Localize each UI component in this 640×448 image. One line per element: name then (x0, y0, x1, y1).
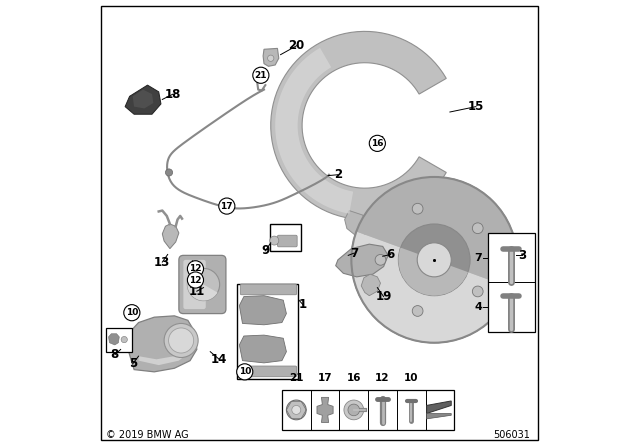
Polygon shape (132, 90, 154, 108)
Text: 2: 2 (334, 168, 342, 181)
Bar (488, 233, 534, 332)
Text: 21: 21 (255, 71, 267, 80)
Circle shape (237, 364, 253, 380)
FancyBboxPatch shape (278, 235, 297, 247)
Circle shape (219, 198, 235, 214)
Text: 13: 13 (154, 255, 170, 269)
Circle shape (121, 336, 127, 343)
Circle shape (412, 203, 423, 214)
Polygon shape (427, 414, 451, 419)
Text: 7: 7 (474, 253, 482, 263)
Circle shape (124, 305, 140, 321)
Text: 17: 17 (221, 202, 233, 211)
Polygon shape (263, 48, 279, 66)
Text: © 2019 BMW AG: © 2019 BMW AG (106, 430, 189, 439)
Text: 1: 1 (299, 298, 307, 311)
Circle shape (348, 404, 360, 416)
Circle shape (188, 272, 204, 288)
Text: 8: 8 (111, 348, 119, 362)
FancyBboxPatch shape (240, 284, 297, 295)
Text: 4: 4 (474, 302, 482, 312)
Text: 10: 10 (125, 308, 138, 317)
Polygon shape (336, 244, 388, 277)
Wedge shape (399, 248, 468, 296)
Bar (282, 390, 454, 430)
Wedge shape (188, 282, 218, 301)
Circle shape (292, 405, 301, 414)
FancyBboxPatch shape (184, 260, 206, 309)
Circle shape (188, 261, 204, 277)
Polygon shape (163, 224, 179, 249)
Text: 12: 12 (189, 276, 202, 284)
Polygon shape (275, 48, 353, 214)
Circle shape (268, 55, 274, 61)
Circle shape (253, 67, 269, 83)
Text: 15: 15 (468, 100, 484, 113)
Circle shape (344, 400, 364, 420)
Circle shape (472, 223, 483, 233)
Polygon shape (139, 352, 190, 365)
FancyBboxPatch shape (240, 366, 297, 377)
Bar (270, 224, 301, 251)
Text: 20: 20 (289, 39, 305, 52)
Polygon shape (239, 335, 287, 363)
Polygon shape (271, 31, 446, 220)
Circle shape (369, 135, 385, 151)
Circle shape (472, 286, 483, 297)
Circle shape (412, 306, 423, 316)
Polygon shape (345, 211, 369, 237)
Text: 12: 12 (375, 373, 390, 383)
Polygon shape (361, 274, 380, 296)
Text: 3: 3 (518, 249, 527, 262)
Text: 10: 10 (239, 367, 251, 376)
Circle shape (164, 323, 198, 358)
Text: 16: 16 (346, 373, 361, 383)
Bar (237, 284, 298, 379)
Polygon shape (109, 334, 119, 345)
Text: 10: 10 (404, 373, 419, 383)
Text: 17: 17 (317, 373, 332, 383)
Text: 12: 12 (189, 264, 202, 273)
Text: 14: 14 (211, 353, 227, 366)
Text: 18: 18 (165, 87, 181, 101)
Circle shape (270, 236, 279, 245)
Bar (106, 328, 132, 352)
Polygon shape (127, 316, 197, 372)
Text: 6: 6 (387, 248, 395, 261)
Text: 5: 5 (129, 357, 137, 370)
Circle shape (168, 328, 194, 353)
Polygon shape (125, 85, 161, 114)
Circle shape (375, 254, 386, 265)
Circle shape (417, 243, 451, 277)
Circle shape (398, 224, 470, 296)
Circle shape (287, 400, 306, 420)
Text: 9: 9 (261, 244, 269, 258)
Polygon shape (427, 401, 451, 414)
Text: 7: 7 (350, 246, 358, 260)
Polygon shape (317, 397, 333, 422)
Ellipse shape (188, 268, 220, 301)
Polygon shape (239, 296, 287, 325)
Text: 16: 16 (371, 139, 383, 148)
FancyBboxPatch shape (179, 255, 226, 314)
Text: 19: 19 (376, 290, 392, 303)
Wedge shape (351, 232, 512, 343)
Wedge shape (356, 177, 517, 288)
Circle shape (351, 177, 517, 343)
Text: 11: 11 (189, 284, 205, 298)
Circle shape (165, 169, 173, 176)
Text: 506031: 506031 (493, 430, 530, 439)
Text: 21: 21 (289, 373, 303, 383)
